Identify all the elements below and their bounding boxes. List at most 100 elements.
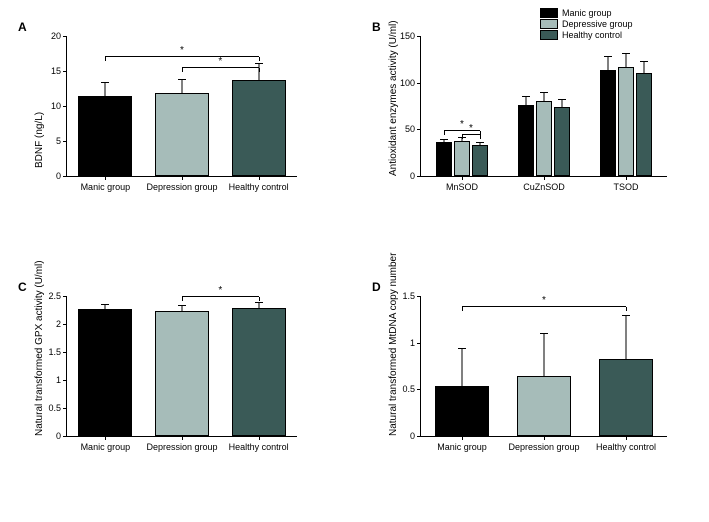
legend-item: Manic group (540, 8, 633, 18)
error-cap (622, 53, 630, 54)
y-tick (63, 380, 67, 381)
y-tick (417, 389, 421, 390)
x-tick (462, 176, 463, 180)
significance-bracket-drop (480, 135, 481, 139)
panel-D-ylabel: Natural transformed MtDNA copy number (388, 253, 399, 436)
x-tick (259, 436, 260, 440)
error-bar (608, 56, 609, 70)
x-category-label: Healthy control (229, 442, 289, 452)
bar (435, 386, 489, 436)
error-bar (562, 99, 563, 107)
panel-A-label: A (18, 20, 27, 34)
x-category-label: CuZnSOD (523, 182, 565, 192)
error-bar (544, 92, 545, 101)
x-category-label: Healthy control (229, 182, 289, 192)
x-tick (182, 176, 183, 180)
error-cap (604, 56, 612, 57)
error-bar (626, 315, 627, 360)
x-category-label: Manic group (81, 442, 131, 452)
bar (472, 145, 488, 176)
significance-bracket-drop (462, 307, 463, 311)
error-bar (644, 61, 645, 73)
panel-B-label: B (372, 20, 381, 34)
significance-bracket (182, 67, 259, 68)
error-cap (522, 96, 530, 97)
panel-A-plot: 05101520Manic groupDepression groupHealt… (66, 36, 297, 177)
panel-D-plot: 00.511.5Manic groupDepression groupHealt… (420, 296, 667, 437)
y-tick-label: 15 (37, 66, 61, 76)
significance-bracket (462, 134, 480, 135)
y-tick (63, 141, 67, 142)
error-cap (440, 139, 448, 140)
significance-bracket (182, 296, 259, 297)
y-tick (63, 71, 67, 72)
panel-A-ylabel: BDNF (ng/L) (34, 112, 45, 168)
significance-star: * (218, 56, 222, 67)
bar (78, 96, 132, 177)
significance-star: * (218, 285, 222, 296)
y-tick-label: 0 (37, 171, 61, 181)
legend-item: Depressive group (540, 19, 633, 29)
y-tick (63, 176, 67, 177)
x-category-label: Healthy control (596, 442, 656, 452)
x-tick (182, 436, 183, 440)
panel-D-label: D (372, 280, 381, 294)
error-cap (178, 305, 186, 306)
significance-bracket-drop (182, 68, 183, 72)
significance-bracket (105, 56, 258, 57)
y-tick (63, 436, 67, 437)
x-category-label: Depression group (146, 182, 217, 192)
error-cap (540, 333, 548, 334)
bar (599, 359, 653, 436)
y-tick (417, 129, 421, 130)
legend-swatch-depressive (540, 19, 558, 29)
x-tick (626, 176, 627, 180)
x-tick (462, 436, 463, 440)
significance-bracket (462, 306, 626, 307)
x-tick (105, 436, 106, 440)
x-tick (544, 436, 545, 440)
y-tick (417, 176, 421, 177)
significance-bracket (444, 130, 480, 131)
panel-B-plot: 050100150MnSODCuZnSODTSOD** (420, 36, 667, 177)
significance-bracket-drop (259, 57, 260, 61)
significance-bracket-drop (626, 307, 627, 311)
error-cap (558, 99, 566, 100)
x-category-label: TSOD (613, 182, 638, 192)
error-cap (622, 315, 630, 316)
bar (518, 105, 534, 176)
panel-C-ylabel: Natural transformed GPX activity (U/ml) (34, 260, 45, 436)
bar (155, 93, 209, 176)
y-tick (63, 324, 67, 325)
error-cap (640, 61, 648, 62)
error-cap (255, 302, 263, 303)
bar (517, 376, 571, 436)
error-cap (255, 63, 263, 64)
y-tick (63, 106, 67, 107)
x-tick (259, 176, 260, 180)
significance-bracket-drop (462, 135, 463, 139)
y-tick (63, 36, 67, 37)
bar (600, 70, 616, 176)
x-category-label: Manic group (437, 442, 487, 452)
error-bar (544, 333, 545, 376)
error-bar (462, 348, 463, 385)
y-tick (417, 83, 421, 84)
bar (536, 101, 552, 176)
y-tick (417, 343, 421, 344)
legend-label: Depressive group (562, 19, 633, 29)
error-cap (540, 92, 548, 93)
significance-star: * (180, 45, 184, 56)
bar (232, 80, 286, 176)
panel-B-ylabel: Antioxidant enzymes activity (U/ml) (388, 20, 399, 176)
x-category-label: Depression group (508, 442, 579, 452)
error-bar (105, 82, 106, 95)
significance-bracket-drop (259, 297, 260, 301)
error-cap (101, 304, 109, 305)
x-category-label: MnSOD (446, 182, 478, 192)
x-category-label: Manic group (81, 182, 131, 192)
significance-star: * (469, 123, 473, 134)
significance-bracket-drop (105, 57, 106, 61)
bar (554, 107, 570, 176)
bar (155, 311, 209, 436)
